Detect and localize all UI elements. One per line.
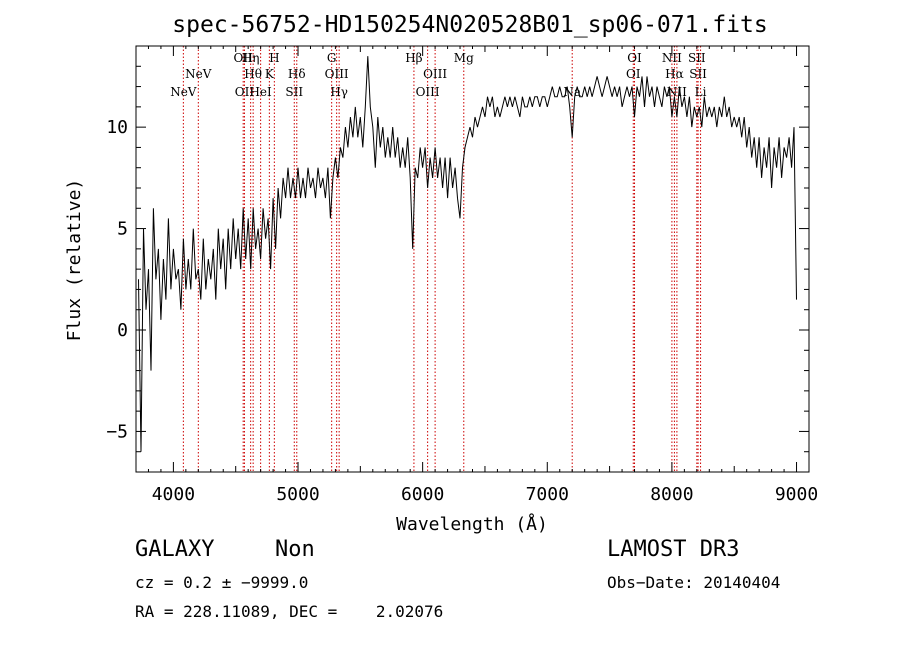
line-marker-label: G [327,51,337,65]
spectrum-line [138,56,797,452]
line-marker-label: NII [667,85,687,99]
line-marker-label: SII [689,67,707,81]
x-tick-label: 7000 [526,484,569,505]
line-marker-label: OII [235,85,255,99]
y-axis-label: Flux (relative) [64,179,85,342]
line-marker-label: K [265,67,275,81]
obs-date: Obs−Date: 20140404 [607,573,781,592]
line-marker-label: H [269,51,279,65]
line-marker-label: HeI [249,85,272,99]
line-marker-label: SII [688,51,706,65]
object-class: GALAXY [135,537,215,562]
line-marker-label: NeV [185,67,212,81]
marker-labels-layer: NeVNeVOIIOIIHηHθHeIKHHδSIIGOIIIHγHβOIIIO… [170,51,707,99]
line-marker-label: Hβ [405,51,422,65]
x-tick-label: 5000 [276,484,319,505]
x-axis: 4000 5000 6000 7000 8000 9000 [135,46,818,505]
object-subclass: Non [275,537,315,562]
survey-name: LAMOST DR3 [607,537,740,562]
line-marker-label: Hη [242,51,260,65]
line-marker-label: OIII [416,85,440,99]
x-tick-label: 4000 [152,484,195,505]
x-tick-label: 8000 [650,484,693,505]
x-tick-label: 9000 [775,484,818,505]
ra-dec: RA = 228.11089, DEC = 2.02076 [135,602,444,621]
line-marker-label: Hγ [330,85,348,99]
line-marker-label: Li [695,85,707,99]
line-marker-label: OIII [423,67,447,81]
x-axis-label: Wavelength (Å) [396,513,548,535]
y-tick-label: 0 [117,320,128,341]
marker-lines-layer [182,46,702,472]
y-tick-label: −5 [106,421,128,442]
y-tick-label: 10 [106,117,128,138]
line-marker-label: SII [285,85,303,99]
line-marker-label: Mg [454,51,474,65]
line-marker-label: Hθ [244,67,262,81]
y-tick-label: 5 [117,219,128,240]
line-marker-label: OIII [325,67,349,81]
line-marker-label: NeV [170,85,197,99]
line-marker-label: Hα [665,67,684,81]
chart-title: spec-56752-HD150254N020528B01_sp06-071.f… [172,12,767,38]
redshift-cz: cz = 0.2 ± −9999.0 [135,573,309,592]
line-marker-label: NII [662,51,682,65]
y-axis: −5 0 5 10 [106,45,809,473]
line-marker-label: OI [627,51,642,65]
line-marker-label: Hδ [288,67,306,81]
line-marker-label: OII [234,51,254,65]
x-tick-label: 6000 [401,484,444,505]
line-marker-label: OI [626,67,641,81]
